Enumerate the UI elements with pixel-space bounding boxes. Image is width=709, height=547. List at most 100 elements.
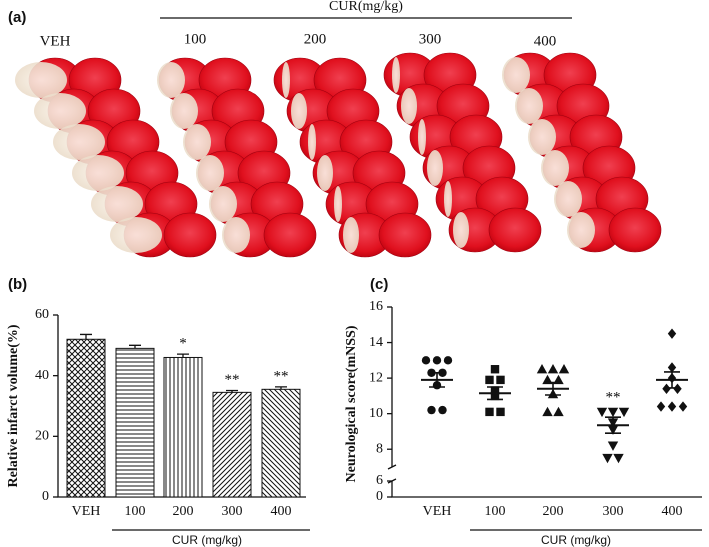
x-tick-label: VEH [72,504,101,519]
axis-break [387,464,397,484]
infarct-area [515,88,543,124]
column-label: VEH [40,33,71,49]
data-point [656,401,666,412]
brain-slice [541,145,636,191]
data-point [607,441,619,451]
error-bar [487,386,503,401]
infarct-area [34,93,86,129]
error-bar [429,371,445,388]
infarct-area [427,150,443,186]
y-tick-label: 0 [376,489,383,504]
infarct-area [317,155,333,191]
x-tick-label: 400 [271,504,292,519]
brain-slice [567,207,662,253]
infarct-area [15,62,67,98]
bar [163,356,203,498]
y-axis-label: Neurological score(mNSS) [344,325,359,482]
data-point [547,364,559,374]
data-point [667,362,677,373]
brain-slice [222,212,317,258]
y-axis-label: Relative infarct volume(%) [6,324,21,487]
infarct-area [110,217,162,253]
data-point [596,407,608,418]
infarct-area [291,93,307,129]
panel-label: (c) [370,276,388,293]
y-tick-label: 12 [369,370,383,385]
significance: * [179,336,187,352]
data-point [678,401,688,412]
infarct-area [183,124,211,160]
x-tick-label: 300 [222,504,243,519]
y-tick-label: 10 [369,406,383,421]
slice-right [608,207,662,253]
x-tick-label: 400 [662,504,683,519]
x-tick-label: 100 [125,504,146,519]
column-label: 200 [304,31,327,47]
data-point [438,405,447,415]
data-point [673,383,682,394]
data-point [485,407,494,417]
y-tick-label: 40 [35,368,49,383]
x-tick-label: 200 [173,504,194,519]
infarct-area [392,57,400,93]
data-point [432,356,442,365]
error-bar [177,353,189,358]
data-point [553,406,564,417]
infarct-area [196,155,224,191]
x-tick-label: 300 [603,504,624,519]
infarct-area [541,150,569,186]
error-bar [275,386,287,390]
significance: ** [606,389,621,405]
x-tick-label: 100 [485,504,506,519]
infarct-area [222,217,250,253]
y-tick-label: 14 [369,335,383,350]
infarct-area [209,186,237,222]
data-point [613,453,624,464]
slice-right [163,212,217,258]
panel-b: (b) Relative infarct volume(%) 0 20 40 60 VEH 1… [6,276,310,547]
data-point [542,406,553,417]
data-point [443,356,453,365]
infarct-area [554,181,582,217]
panel-c: (c) Neurological score(mNSS) 06 8 10 12 14 16 VE… [344,276,702,547]
infarct-area [528,119,556,155]
data-point [618,407,630,418]
slice-right [378,212,432,258]
y-tick-label: 16 [369,299,383,314]
infarct-area [343,217,359,253]
x-axis-label: CUR (mg/kg) [172,533,242,547]
data-point [667,328,677,339]
column-label: 400 [534,33,557,49]
infarct-area [282,62,290,98]
error-bar [664,371,680,389]
panel-a: (a) CUR(mg/kg) VEH 100 200 300 400 [8,0,662,258]
data-point [542,374,553,385]
error-bar [545,381,561,396]
bar [261,388,301,498]
data-point [558,364,570,374]
y-tick-label: 0 [42,489,49,504]
significance: ** [225,372,240,388]
infarct-area [91,186,143,222]
infarct-area [567,212,595,248]
bar [66,338,106,498]
data-point [421,356,431,365]
bar [115,347,155,498]
column-label: 100 [184,31,207,47]
y-tick-label: 20 [35,429,49,444]
brain-slice [338,212,432,258]
infarct-area [53,124,105,160]
infarct-area [157,62,185,98]
axis [391,307,702,498]
infarct-area [308,124,316,160]
infarct-area [418,119,426,155]
infarct-area [453,212,469,248]
data-point [662,383,671,394]
x-axis-label: CUR (mg/kg) [541,533,611,547]
significance: ** [274,368,289,384]
bar [212,391,252,498]
data-point [496,407,505,417]
panel-label: (a) [8,9,26,26]
column-label: 300 [419,31,442,47]
infarct-area [502,57,530,93]
